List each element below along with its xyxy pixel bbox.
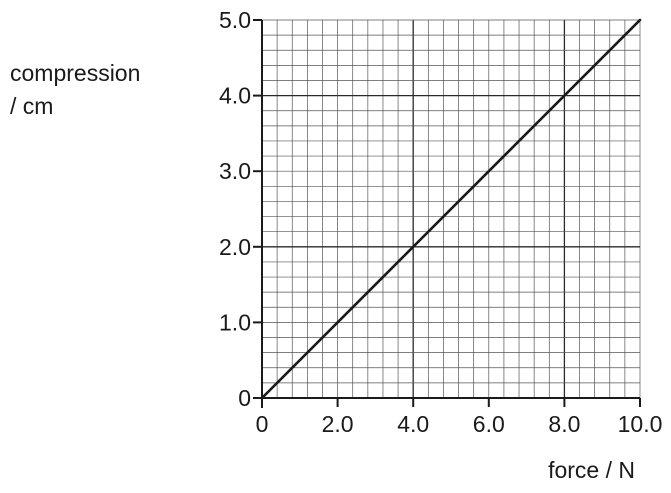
y-tick-label: 4.0	[219, 83, 251, 109]
x-axis-label: force / N	[548, 457, 635, 483]
y-axis-label-line-2: / cm	[10, 93, 53, 119]
series-line	[260, 18, 642, 400]
y-tick-label: 2.0	[219, 234, 251, 260]
y-tick-label: 5.0	[219, 7, 251, 33]
y-tick-label: 0	[238, 385, 251, 411]
x-tick-label: 0	[256, 411, 269, 437]
data-series	[260, 18, 642, 400]
x-tick-label: 8.0	[548, 411, 580, 437]
axes: 0 1.0 2.0 3.0 4.0 5.0 0 2.0 4.0 6.0 8.0 10.0	[219, 7, 662, 437]
labels: compression / cm force / N	[10, 60, 635, 483]
grid	[261, 19, 641, 399]
x-tick-label: 4.0	[397, 411, 429, 437]
y-tick-label: 3.0	[219, 158, 251, 184]
y-axis-label-line-1: compression	[10, 60, 140, 86]
y-tick-label: 1.0	[219, 309, 251, 335]
x-tick-label: 10.0	[618, 411, 663, 437]
x-tick-label: 2.0	[322, 411, 354, 437]
x-tick-label: 6.0	[473, 411, 505, 437]
